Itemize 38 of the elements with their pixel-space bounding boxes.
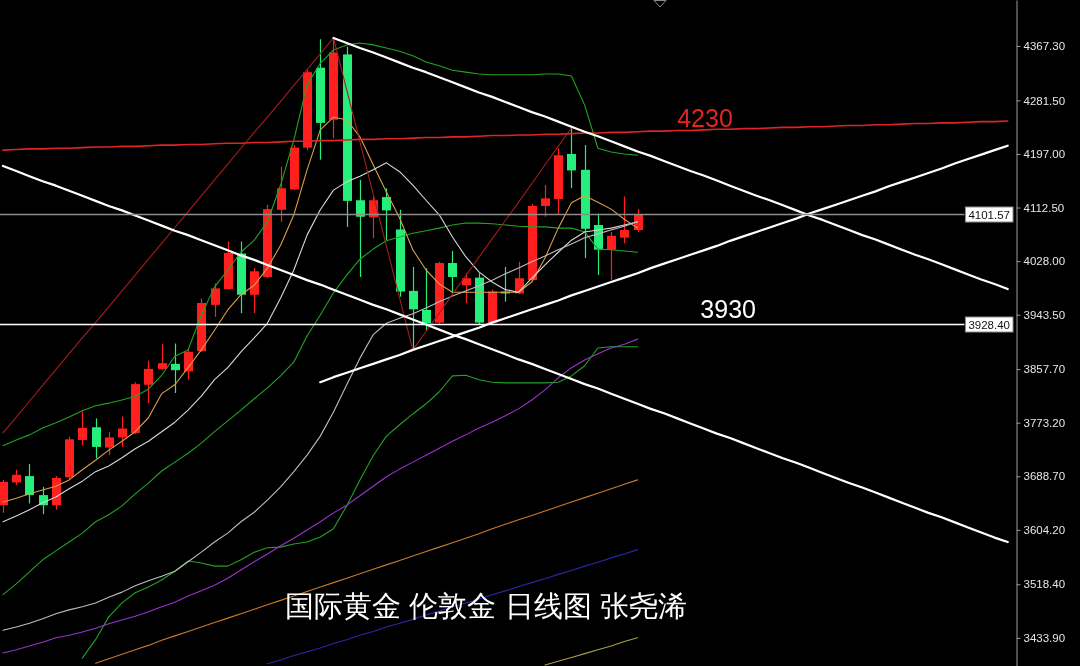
candlestick [277, 166, 286, 223]
candlestick [158, 343, 167, 371]
series-label: 4230 [677, 104, 733, 133]
candlestick [356, 179, 365, 278]
candlestick [382, 187, 391, 241]
candlestick [171, 342, 180, 394]
y-tick-label: 4281.50 [1023, 94, 1066, 107]
ref-line-label: 3928.40 [968, 318, 1010, 331]
text: 国际黄金 伦敦金 日线图 张尧浠 [285, 590, 687, 622]
candlestick [105, 431, 114, 456]
y-tick-label: 3943.50 [1023, 308, 1066, 321]
candlestick [92, 417, 101, 459]
candlestick [422, 267, 431, 331]
candlestick [78, 410, 87, 446]
y-tick-label: 4028.00 [1023, 255, 1066, 268]
y-tick-label: 3688.70 [1023, 470, 1066, 483]
candlestick [118, 415, 127, 448]
y-tick-label: 3857.70 [1023, 363, 1066, 376]
candlestick [620, 195, 629, 244]
line-series [544, 637, 639, 666]
annotation: 3930 [700, 295, 756, 324]
ref-line-label: 4101.57 [968, 208, 1010, 221]
candlestick [607, 231, 616, 281]
candlestick [250, 267, 259, 314]
y-tick-label: 4112.50 [1023, 201, 1065, 214]
candlestick [144, 360, 153, 404]
candlestick [541, 184, 550, 218]
y-tick-label: 3604.20 [1023, 524, 1066, 537]
candlestick [25, 463, 34, 504]
y-tick-label: 4197.00 [1023, 148, 1066, 161]
y-tick-label: 4367.30 [1023, 40, 1066, 53]
candlestick [409, 266, 418, 351]
y-tick-label: 3433.90 [1023, 632, 1066, 645]
y-tick-label: 3518.40 [1023, 578, 1066, 591]
candlestick [567, 127, 576, 189]
candlestick [0, 479, 8, 514]
y-tick-label: 3773.20 [1023, 416, 1066, 429]
candlestick [211, 282, 220, 318]
